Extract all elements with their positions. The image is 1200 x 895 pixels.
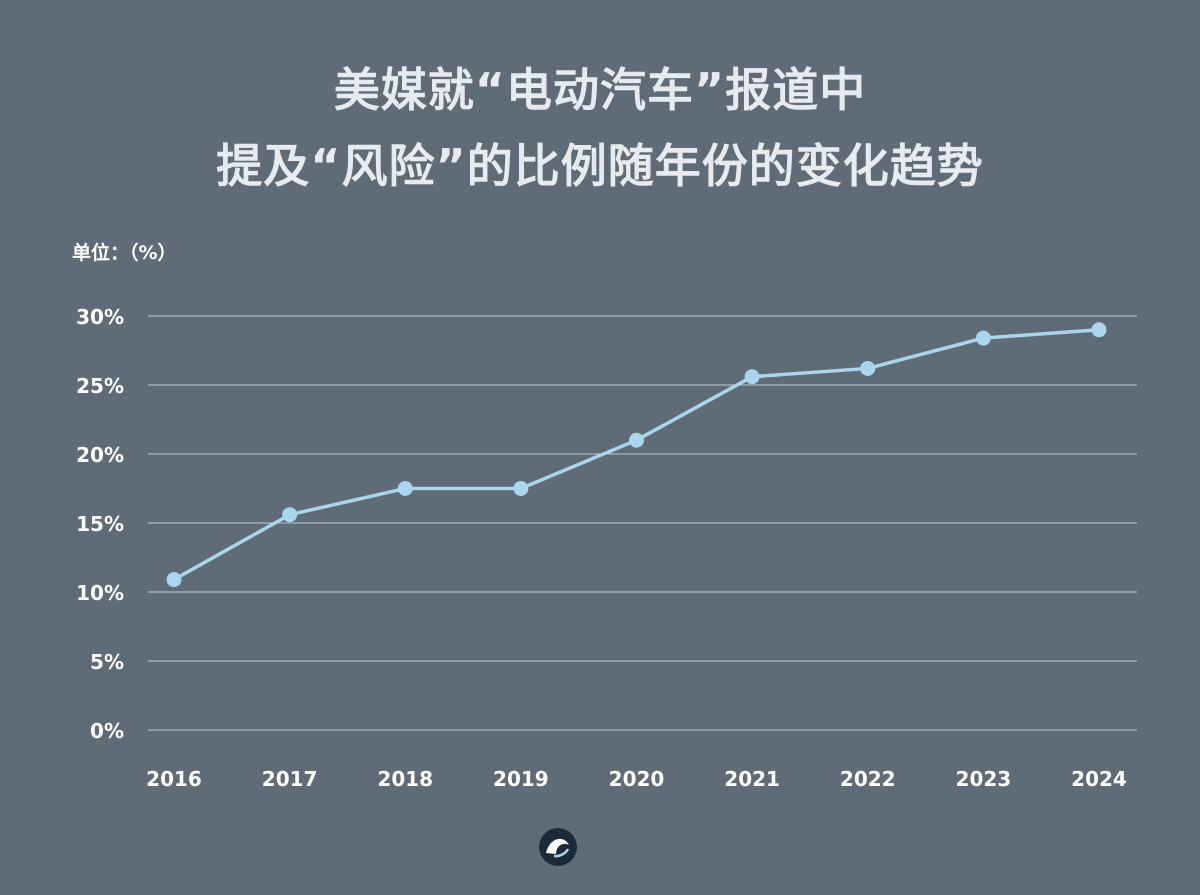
chart-title: 美媒就“电动汽车”报道中 提及“风险”的比例随年份的变化趋势 [0,52,1200,204]
brand-logo-icon [539,828,577,866]
x-tick-label: 2022 [840,767,896,791]
x-tick-label: 2018 [377,767,433,791]
y-tick-label: 25% [76,374,124,398]
unit-label: 单位：（%） [72,242,177,264]
data-point [513,481,529,496]
data-point [166,572,182,588]
x-tick-label: 2024 [1071,767,1127,791]
y-tick-label: 20% [76,443,124,467]
y-tick-label: 0% [90,719,124,743]
y-tick-label: 10% [76,581,124,605]
series-line [173,328,1100,582]
chart-title-line-2: 提及“风险”的比例随年份的变化趋势 [216,139,984,193]
data-point [1091,322,1107,338]
data-point [975,330,991,346]
x-tick-label: 2016 [146,767,202,791]
data-point [397,481,413,496]
y-tick-label: 5% [90,650,124,674]
x-tick-label: 2017 [262,767,318,791]
y-tick-label: 15% [76,512,124,536]
x-tick-label: 2020 [609,767,665,791]
chart-title-line-1: 美媒就“电动汽车”报道中 [333,63,867,117]
data-point [282,507,298,523]
x-tick-label: 2021 [724,767,780,791]
brand-logo [539,828,577,866]
y-tick-label: 30% [76,305,124,329]
x-tick-label: 2019 [493,767,549,791]
x-tick-label: 2023 [956,767,1012,791]
data-point [744,369,760,385]
data-point [629,432,644,448]
data-point [860,360,876,376]
